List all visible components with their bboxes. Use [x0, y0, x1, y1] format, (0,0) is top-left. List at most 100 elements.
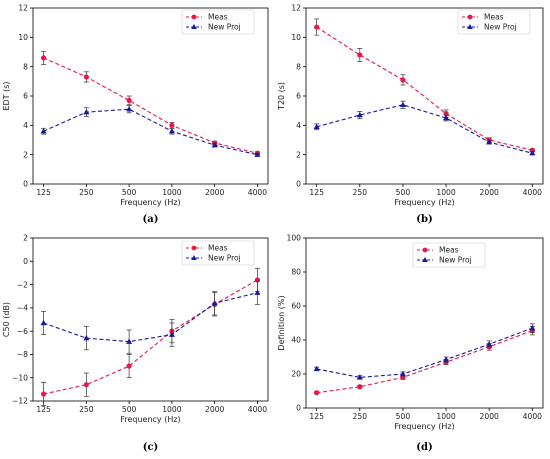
data-point-meas — [126, 363, 132, 369]
x-axis-label: Frequency (Hz) — [394, 422, 454, 431]
data-point-meas — [357, 52, 363, 58]
x-tick-label: 1000 — [162, 405, 181, 414]
series-line-new-proj — [43, 292, 258, 343]
x-tick-label: 2000 — [205, 188, 224, 197]
data-point-new-proj — [399, 101, 406, 107]
legend-box — [457, 9, 531, 35]
x-tick-label: 4000 — [248, 405, 267, 414]
series-line-meas — [316, 26, 533, 151]
data-point-meas — [83, 382, 89, 388]
legend-marker — [422, 247, 428, 253]
y-tick-label: 0 — [296, 404, 301, 413]
x-tick-label: 2000 — [480, 412, 499, 421]
data-point-new-proj — [83, 108, 90, 115]
data-point-new-proj — [40, 128, 47, 134]
data-point-meas — [126, 97, 132, 103]
x-tick-label: 250 — [353, 412, 368, 421]
y-tick-label: −8 — [17, 350, 28, 359]
legend-label: Meas — [439, 246, 459, 255]
y-tick-label: 6 — [296, 92, 301, 101]
legend-label: New Proj — [208, 254, 241, 263]
panel-caption: (c) — [143, 442, 159, 453]
x-tick-label: 1000 — [162, 188, 181, 197]
x-tick-label: 125 — [36, 188, 51, 197]
data-point-meas — [314, 24, 320, 30]
data-point-new-proj — [356, 374, 363, 380]
data-point-meas — [83, 74, 89, 80]
y-tick-label: −2 — [17, 280, 28, 289]
chart-svg: 0 20 40 60 80 100 125 250 500 1000 2000 4000 Frequen… — [277, 234, 544, 453]
data-point-new-proj — [83, 334, 90, 341]
legend-label: Meas — [208, 244, 228, 253]
data-point-new-proj — [211, 300, 218, 306]
x-tick-label: 500 — [122, 188, 137, 197]
data-point-new-proj — [313, 123, 320, 129]
data-point-new-proj — [126, 338, 133, 344]
series-line-meas — [43, 57, 258, 154]
data-point-meas — [314, 390, 320, 396]
chart-panel-c: −12 −10 −8 −6 −4 −2 0 2 125 250 500 1000 2000 4000 Fre… — [0, 228, 275, 459]
y-axis-label: Definition (%) — [277, 295, 286, 350]
x-tick-label: 125 — [309, 412, 324, 421]
data-point-meas — [40, 391, 47, 397]
x-tick-label: 4000 — [523, 188, 542, 197]
data-point-meas — [169, 122, 175, 128]
data-point-new-proj — [399, 370, 406, 377]
legend-label: New Proj — [439, 256, 472, 265]
y-tick-label: 2 — [23, 150, 28, 159]
y-tick-label: 0 — [23, 257, 28, 266]
legend-marker — [422, 257, 428, 262]
legend-marker — [191, 24, 197, 29]
data-point-new-proj — [168, 331, 175, 337]
y-tick-label: 0 — [296, 180, 301, 189]
panel-caption: (a) — [143, 214, 159, 225]
x-tick-label: 250 — [353, 188, 368, 197]
legend-marker — [191, 255, 197, 260]
legend-box — [181, 9, 255, 35]
chart-svg: 0 2 4 6 8 10 12 125 250 500 1000 2000 4000 Frequency … — [277, 4, 544, 225]
chart-panel-d: 0 20 40 60 80 100 125 250 500 1000 2000 4000 Frequen… — [275, 228, 550, 459]
y-tick-label: 6 — [23, 92, 28, 101]
legend-marker — [467, 24, 473, 29]
x-tick-label: 500 — [122, 405, 137, 414]
y-tick-label: 40 — [291, 336, 301, 345]
legend-marker — [191, 245, 197, 251]
plot-frame — [32, 7, 269, 185]
data-point-new-proj — [126, 106, 133, 112]
x-tick-label: 500 — [396, 188, 411, 197]
y-tick-label: 4 — [23, 121, 28, 130]
x-axis-label: Frequency (Hz) — [120, 198, 180, 207]
series-line-meas — [316, 330, 533, 394]
data-point-new-proj — [254, 289, 261, 295]
data-point-new-proj — [356, 111, 363, 118]
x-tick-label: 125 — [36, 405, 51, 414]
plot-frame — [305, 237, 544, 409]
y-tick-label: −6 — [17, 327, 28, 336]
data-point-meas — [357, 384, 363, 390]
y-tick-label: −4 — [17, 304, 28, 313]
chart-panel-a: 0 2 4 6 8 10 12 125 250 500 1000 2000 4000 Frequency … — [0, 0, 275, 231]
data-point-new-proj — [529, 324, 536, 331]
y-tick-label: 80 — [291, 268, 301, 277]
data-point-new-proj — [486, 341, 493, 347]
chart-panel-b: 0 2 4 6 8 10 12 125 250 500 1000 2000 4000 Frequency … — [275, 0, 550, 231]
legend-label: New Proj — [208, 23, 241, 32]
x-axis-label: Frequency (Hz) — [394, 198, 454, 207]
legend-label: Meas — [484, 13, 504, 22]
y-tick-label: 4 — [296, 121, 301, 130]
data-point-meas — [40, 55, 47, 61]
x-tick-label: 1000 — [436, 412, 455, 421]
data-point-new-proj — [529, 150, 536, 156]
series-line-new-proj — [43, 108, 258, 156]
y-tick-label: 2 — [296, 150, 301, 159]
x-tick-label: 4000 — [523, 412, 542, 421]
data-point-new-proj — [211, 141, 218, 148]
x-tick-label: 125 — [309, 188, 324, 197]
legend-box — [181, 240, 255, 266]
y-tick-label: 2 — [23, 234, 28, 243]
plot-frame — [305, 7, 544, 185]
y-tick-label: 60 — [291, 302, 301, 311]
